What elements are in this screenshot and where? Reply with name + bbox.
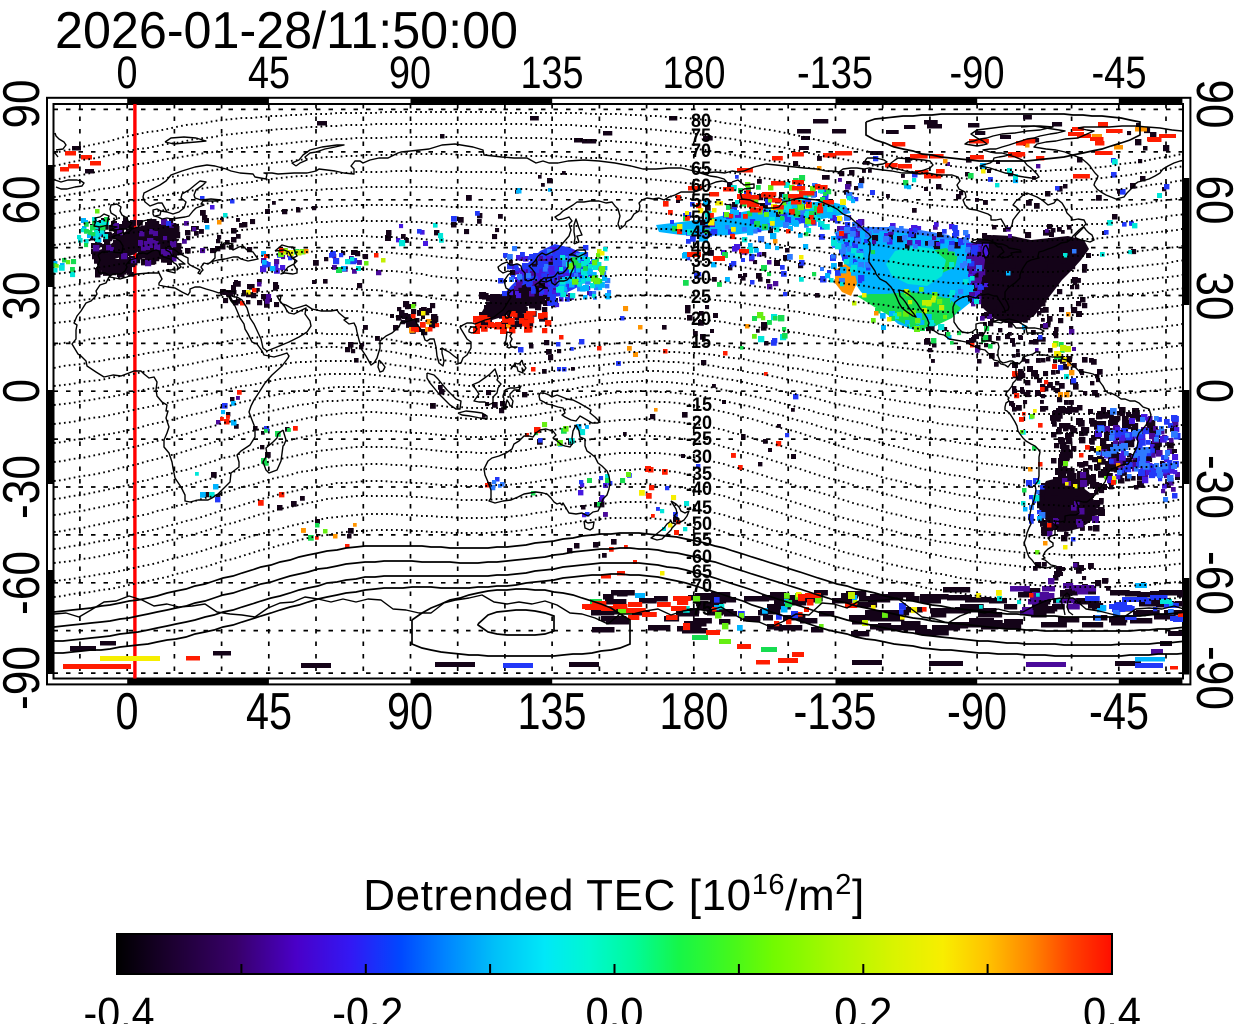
svg-text:30: 30 [1185, 272, 1240, 321]
svg-text:-55: -55 [686, 530, 712, 551]
svg-text:-35: -35 [686, 464, 712, 485]
svg-text:-70: -70 [686, 576, 712, 597]
svg-text:-60: -60 [1185, 551, 1240, 615]
svg-text:0: 0 [1185, 379, 1240, 403]
svg-text:60: 60 [0, 176, 51, 225]
svg-text:70: 70 [691, 141, 711, 162]
svg-text:135: 135 [518, 683, 587, 741]
svg-text:0.0: 0.0 [586, 989, 644, 1024]
svg-text:-30: -30 [1185, 455, 1240, 519]
svg-text:-25: -25 [686, 429, 712, 450]
svg-text:50: 50 [691, 208, 711, 229]
svg-text:20: 20 [691, 309, 711, 330]
svg-text:-135: -135 [794, 683, 877, 741]
svg-text:-90: -90 [1185, 646, 1240, 710]
svg-text:2026-01-28/11:50:00: 2026-01-28/11:50:00 [55, 2, 518, 60]
svg-text:45: 45 [691, 223, 711, 244]
svg-text:-60: -60 [686, 547, 712, 568]
svg-text:30: 30 [691, 268, 711, 289]
svg-text:-45: -45 [1089, 683, 1149, 741]
svg-text:45: 45 [246, 683, 292, 741]
svg-text:-15: -15 [686, 395, 712, 416]
svg-text:135: 135 [521, 47, 584, 98]
svg-text:35: 35 [691, 251, 711, 272]
svg-text:-65: -65 [686, 562, 712, 583]
svg-text:0: 0 [117, 47, 138, 98]
svg-text:-135: -135 [797, 47, 873, 98]
svg-text:-50: -50 [686, 514, 712, 535]
svg-text:60: 60 [1185, 176, 1240, 225]
svg-text:0.2: 0.2 [834, 989, 892, 1024]
svg-text:180: 180 [660, 683, 729, 741]
svg-text:-60: -60 [0, 551, 51, 615]
svg-text:-45: -45 [686, 498, 712, 519]
svg-text:-90: -90 [947, 683, 1007, 741]
svg-text:0: 0 [116, 683, 139, 741]
svg-text:40: 40 [691, 238, 711, 259]
svg-text:-0.2: -0.2 [332, 989, 403, 1024]
svg-text:-75: -75 [686, 599, 712, 620]
svg-text:-20: -20 [686, 413, 712, 434]
svg-text:75: 75 [691, 126, 711, 147]
svg-text:45: 45 [248, 47, 290, 98]
svg-text:-90: -90 [0, 646, 51, 710]
svg-text:15: 15 [691, 332, 711, 353]
svg-text:-0.4: -0.4 [84, 989, 155, 1024]
svg-text:0: 0 [0, 379, 51, 403]
svg-text:90: 90 [1185, 80, 1240, 129]
svg-text:90: 90 [0, 80, 51, 129]
svg-text:180: 180 [663, 47, 726, 98]
svg-text:30: 30 [0, 272, 51, 321]
svg-text:0.4: 0.4 [1083, 989, 1141, 1024]
svg-text:-45: -45 [1092, 47, 1147, 98]
svg-text:60: 60 [691, 176, 711, 197]
svg-text:90: 90 [389, 47, 431, 98]
svg-text:-30: -30 [0, 455, 51, 519]
svg-text:-30: -30 [686, 447, 712, 468]
svg-text:Detrended TEC [1016/m2]: Detrended TEC [1016/m2] [363, 869, 865, 920]
svg-text:-90: -90 [950, 47, 1005, 98]
svg-text:90: 90 [387, 683, 433, 741]
svg-text:55: 55 [691, 191, 711, 212]
svg-text:65: 65 [691, 159, 711, 180]
svg-text:25: 25 [691, 287, 711, 308]
svg-text:80: 80 [691, 111, 711, 132]
svg-text:-40: -40 [686, 479, 712, 500]
